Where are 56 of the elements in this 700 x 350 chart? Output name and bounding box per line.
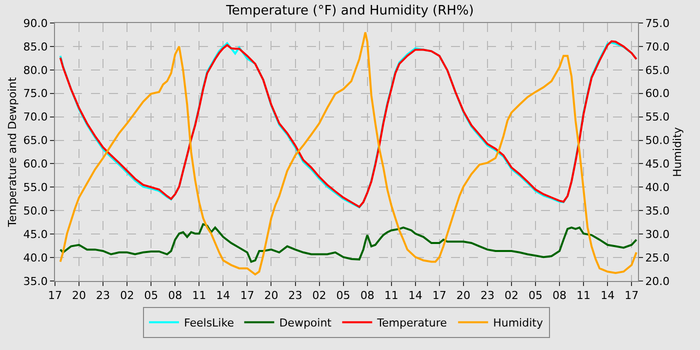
- y2-axis-title: Humidity: [670, 126, 684, 177]
- x-tick-label: 17: [624, 289, 639, 302]
- x-tick-label: 17: [48, 289, 62, 302]
- y-tick-label: 85.0: [23, 40, 48, 54]
- y-tick-label: 75.0: [23, 87, 48, 100]
- y-tick-label: 65.0: [23, 134, 48, 148]
- legend-label: Humidity: [493, 316, 544, 330]
- y-tick-label: 45.0: [23, 228, 48, 241]
- y-tick-label: 50.0: [23, 204, 48, 218]
- x-tick-label: 08: [552, 289, 567, 302]
- y-tick-label: 80.0: [23, 64, 48, 77]
- x-tick-label: 14: [408, 289, 422, 302]
- y2-tick-label: 70.0: [645, 40, 670, 54]
- x-tick-label: 14: [216, 289, 230, 302]
- y2-tick-label: 75.0: [645, 16, 670, 30]
- x-tick-label: 23: [288, 289, 302, 302]
- x-tick-label: 02: [312, 289, 326, 302]
- y2-tick-label: 35.0: [645, 204, 670, 218]
- y-tick-label: 70.0: [23, 110, 48, 124]
- y-tick-label: 35.0: [23, 274, 48, 288]
- y-tick-label: 60.0: [23, 158, 48, 171]
- y-axis-title: Temperature and Dewpoint: [6, 76, 19, 228]
- x-tick-label: 02: [504, 289, 518, 302]
- x-tick-label: 08: [360, 289, 374, 302]
- y2-tick-label: 50.0: [645, 134, 670, 148]
- y2-tick-label: 55.0: [645, 110, 670, 124]
- x-tick-label: 23: [480, 289, 494, 302]
- x-tick-label: 20: [456, 289, 470, 302]
- x-tick-label: 14: [600, 289, 615, 302]
- x-tick-label: 17: [240, 289, 254, 302]
- x-tick-label: 11: [384, 289, 398, 302]
- y2-tick-label: 45.0: [645, 158, 670, 171]
- x-tick-label: 17: [432, 289, 446, 302]
- x-tick-label: 23: [96, 289, 110, 302]
- x-tick-label: 08: [168, 289, 182, 302]
- x-tick-label: 05: [144, 289, 158, 302]
- legend-label: Temperature: [376, 316, 448, 330]
- x-tick-label: 05: [336, 289, 350, 302]
- y2-tick-label: 65.0: [645, 64, 670, 77]
- x-tick-label: 20: [72, 289, 86, 302]
- y2-tick-label: 40.0: [645, 181, 670, 194]
- y2-tick-label: 25.0: [645, 251, 670, 264]
- legend-label: Dewpoint: [279, 316, 332, 330]
- y2-tick-label: 60.0: [645, 87, 670, 100]
- y2-tick-label: 20.0: [645, 274, 670, 288]
- x-tick-label: 11: [192, 289, 206, 302]
- legend-label: FeelsLike: [184, 316, 234, 330]
- y2-tick-label: 30.0: [645, 228, 670, 241]
- x-tick-label: 05: [528, 289, 542, 302]
- x-tick-label: 02: [120, 289, 134, 302]
- chart-title: Temperature (°F) and Humidity (RH%): [225, 3, 474, 18]
- y-tick-label: 55.0: [23, 181, 48, 194]
- x-tick-label: 20: [264, 289, 278, 302]
- y-tick-label: 40.0: [23, 251, 48, 264]
- x-tick-label: 11: [576, 289, 591, 302]
- y-tick-label: 90.0: [23, 16, 48, 30]
